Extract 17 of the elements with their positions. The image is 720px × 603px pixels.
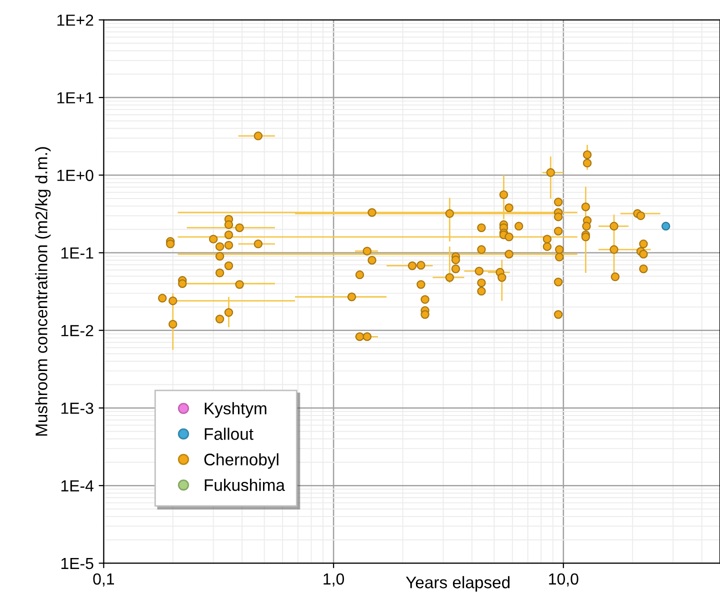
y-tick-label: 1E-5 <box>61 558 94 570</box>
y-tick-label: 1E+2 <box>57 14 94 26</box>
legend-label: Kyshtym <box>204 402 266 418</box>
y-axis-title: Mushroom concentratinon (m2/kg d.m.) <box>35 147 51 436</box>
x-axis-title: Years elapsed <box>406 576 510 592</box>
legend-label: Chernobyl <box>204 453 278 469</box>
x-tick-label: 10,0 <box>549 573 578 587</box>
legend-label: Fukushima <box>204 478 285 492</box>
x-tick-label: 0,1 <box>93 573 114 587</box>
y-tick-label: 1E+1 <box>57 92 94 104</box>
x-tick-label: 1,0 <box>324 573 344 587</box>
y-tick-label: 1E-3 <box>61 402 94 414</box>
y-tick-label: 1E-2 <box>61 324 94 336</box>
y-tick-label: 1E-4 <box>61 480 94 492</box>
y-tick-label: 1E-1 <box>61 248 94 259</box>
y-tick-label: 1E+0 <box>57 170 94 182</box>
legend-label: Fallout <box>204 428 254 440</box>
